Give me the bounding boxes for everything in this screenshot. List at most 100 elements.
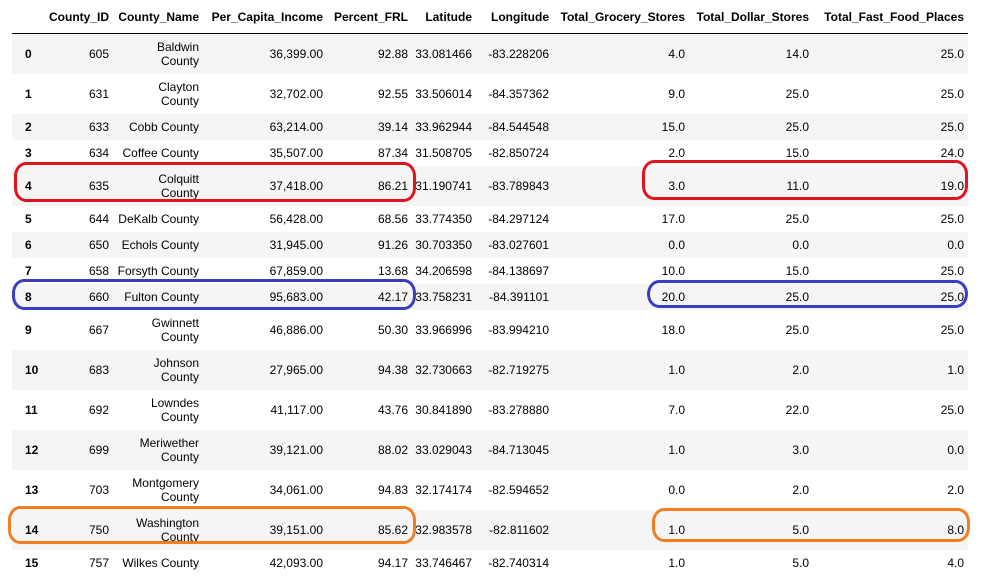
dollar-cell: 2.0	[792, 362, 809, 377]
county-name-line2: County	[160, 529, 199, 544]
frl-cell: 92.55	[377, 86, 408, 101]
total-fast-food-places-header: Total_Fast_Food_Places	[813, 0, 968, 34]
income-cell: 31,945.00	[269, 237, 323, 252]
county-name-line1: Echols County	[121, 237, 199, 252]
frl-cell: 50.30	[377, 322, 408, 337]
county-name-line1: Johnson	[153, 355, 199, 370]
county-name-line2: County	[160, 53, 199, 68]
county-name-line1: Gwinnett	[151, 315, 199, 330]
table-row: 9 667 Gwinnett County 46,886.00 50.30 33.96699…	[12, 309, 968, 350]
county-name-line2: County	[160, 185, 199, 200]
longitude-header: Longitude	[476, 0, 553, 34]
dollar-cell: 25.0	[785, 322, 809, 337]
income-cell: 67,859.00	[269, 263, 323, 278]
grocery-cell: 0.0	[668, 482, 685, 497]
county-name-cell: Echols County	[113, 232, 203, 258]
fast-food-cell: 1.0	[947, 362, 964, 377]
fast-food-cell: 25.0	[940, 119, 964, 134]
longitude-cell: -84.544548	[488, 119, 549, 134]
table-row: 10 683 Johnson County 27,965.00 94.38 32.73066…	[12, 349, 968, 390]
grocery-cell: 9.0	[668, 86, 685, 101]
row-index: 1	[25, 86, 32, 101]
table-row: 1 631 Clayton County 32,702.00 92.55 33.506014…	[12, 73, 968, 114]
grocery-cell: 15.0	[661, 119, 685, 134]
table-body: 0 605 Baldwin County 36,399.00 92.88 33.081466…	[12, 33, 968, 576]
grocery-cell: 1.0	[668, 442, 685, 457]
income-cell: 36,399.00	[269, 46, 323, 61]
county-name-cell: Baldwin County	[113, 34, 203, 74]
fast-food-cell: 4.0	[947, 555, 964, 570]
total-dollar-stores-header: Total_Dollar_Stores	[689, 0, 813, 34]
table-row: 13 703 Montgomery County 34,061.00 94.83 32.17…	[12, 469, 968, 510]
grocery-cell: 4.0	[668, 46, 685, 61]
county-name-line1: Baldwin	[156, 39, 199, 54]
income-cell: 95,683.00	[269, 289, 323, 304]
county-id-cell: 683	[88, 362, 109, 377]
latitude-cell: 33.758231	[415, 289, 472, 304]
county-name-line1: Meriwether	[139, 435, 199, 450]
county-id-cell: 660	[88, 289, 109, 304]
longitude-cell: -83.994210	[488, 322, 549, 337]
dollar-cell: 25.0	[785, 119, 809, 134]
county-name-line1: Clayton	[158, 79, 199, 94]
per-capita-income-header: Per_Capita_Income	[203, 0, 327, 34]
county-name-cell: Colquitt County	[113, 166, 203, 206]
row-index: 10	[25, 362, 39, 377]
frl-cell: 86.21	[377, 178, 408, 193]
fast-food-cell: 8.0	[947, 522, 964, 537]
fast-food-cell: 19.0	[940, 178, 964, 193]
latitude-cell: 32.983578	[415, 522, 472, 537]
county-id-cell: 631	[88, 86, 109, 101]
county-id-cell: 635	[88, 178, 109, 193]
county-name-line1: DeKalb County	[118, 211, 199, 226]
latitude-cell: 33.966996	[415, 322, 472, 337]
latitude-cell: 31.508705	[415, 145, 472, 160]
dollar-cell: 15.0	[785, 145, 809, 160]
income-cell: 63,214.00	[269, 119, 323, 134]
income-cell: 37,418.00	[269, 178, 323, 193]
table-row: 3 634 Coffee County 35,507.00 87.34 31.508705…	[12, 139, 968, 166]
county-name-line1: Fulton County	[124, 289, 199, 304]
county-name-line1: Montgomery	[132, 475, 199, 490]
fast-food-cell: 25.0	[940, 322, 964, 337]
row-index: 2	[25, 119, 32, 134]
row-index: 13	[25, 482, 39, 497]
county-name-cell: Wilkes County	[113, 550, 203, 576]
row-index: 11	[25, 402, 38, 417]
county-name-line2: County	[160, 329, 199, 344]
longitude-cell: -84.138697	[488, 263, 549, 278]
income-cell: 39,121.00	[269, 442, 323, 457]
fast-food-cell: 25.0	[940, 402, 964, 417]
longitude-cell: -84.357362	[488, 86, 549, 101]
row-index: 7	[25, 263, 32, 278]
fast-food-cell: 24.0	[940, 145, 964, 160]
grocery-cell: 20.0	[661, 289, 685, 304]
county-name-cell: Montgomery County	[113, 470, 203, 510]
latitude-cell: 33.962944	[415, 119, 472, 134]
table-row: 4 635 Colquitt County 37,418.00 86.21 31.19074…	[12, 165, 968, 206]
table-row: 15 757 Wilkes County 42,093.00 94.17 33.74646…	[12, 549, 968, 576]
row-index: 9	[25, 322, 32, 337]
longitude-cell: -82.740314	[488, 555, 549, 570]
county-name-line2: County	[160, 489, 199, 504]
frl-cell: 68.56	[377, 211, 408, 226]
income-cell: 32,702.00	[269, 86, 323, 101]
income-cell: 46,886.00	[269, 322, 323, 337]
longitude-cell: -84.713045	[488, 442, 549, 457]
dollar-cell: 5.0	[792, 555, 809, 570]
county-id-cell: 634	[88, 145, 109, 160]
table-row: 6 650 Echols County 31,945.00 91.26 30.703350…	[12, 231, 968, 258]
fast-food-cell: 25.0	[940, 86, 964, 101]
longitude-cell: -84.297124	[488, 211, 549, 226]
county-name-line2: County	[160, 93, 199, 108]
frl-cell: 13.68	[377, 263, 408, 278]
total-grocery-stores-header: Total_Grocery_Stores	[553, 0, 689, 34]
dollar-cell: 25.0	[785, 211, 809, 226]
latitude-cell: 34.206598	[415, 263, 472, 278]
index-header	[12, 0, 40, 34]
frl-cell: 87.34	[377, 145, 408, 160]
county-name-line1: Coffee County	[122, 145, 200, 160]
income-cell: 41,117.00	[270, 402, 324, 417]
county-name-header: County_Name	[113, 0, 203, 34]
grocery-cell: 3.0	[668, 178, 685, 193]
